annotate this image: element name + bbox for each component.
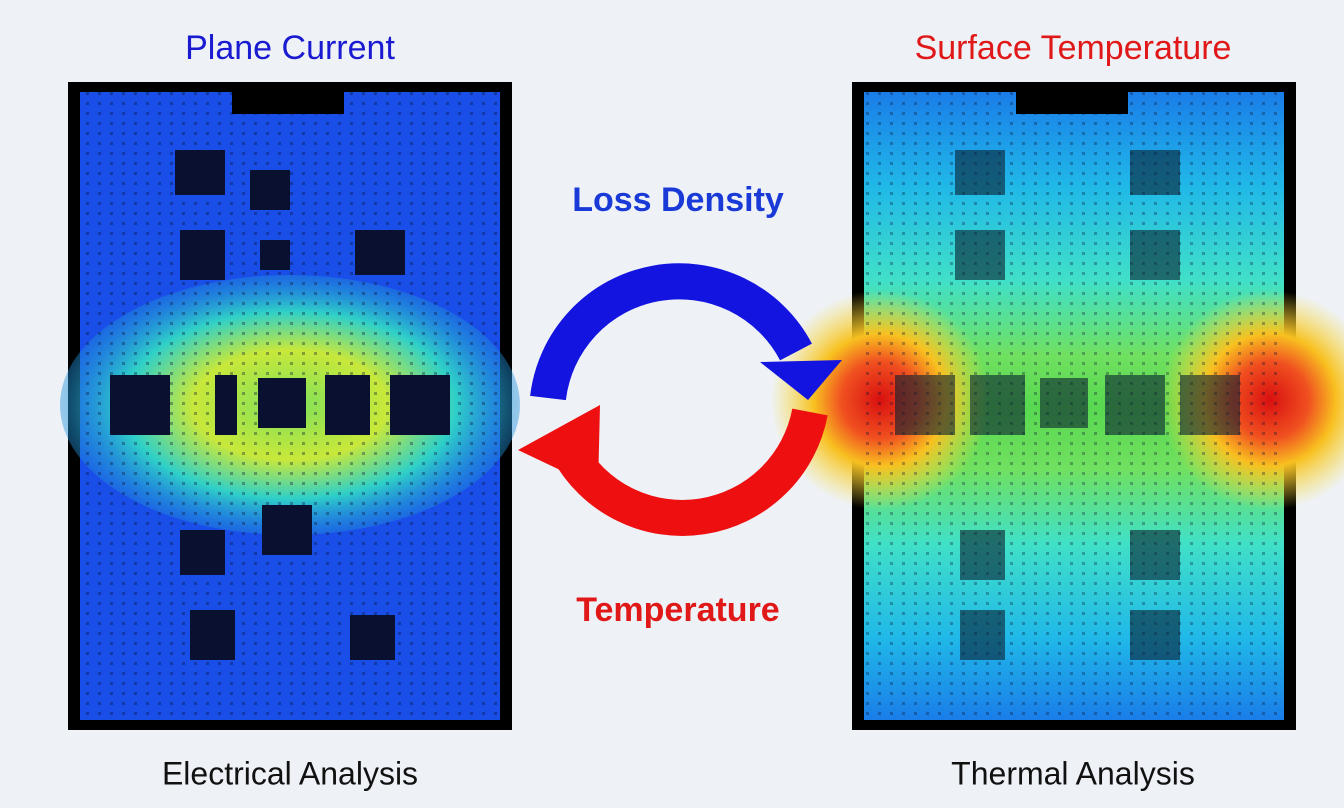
temperature-label: Temperature [576, 591, 779, 629]
cycle-arrows [518, 263, 842, 536]
loss-density-label: Loss Density [572, 181, 784, 219]
left-caption: Electrical Analysis [162, 755, 418, 791]
plane-current-map [60, 82, 520, 730]
surface-temperature-map [770, 82, 1344, 730]
right-caption: Thermal Analysis [951, 755, 1195, 791]
left-title: Plane Current [185, 29, 395, 67]
right-title: Surface Temperature [915, 29, 1232, 67]
